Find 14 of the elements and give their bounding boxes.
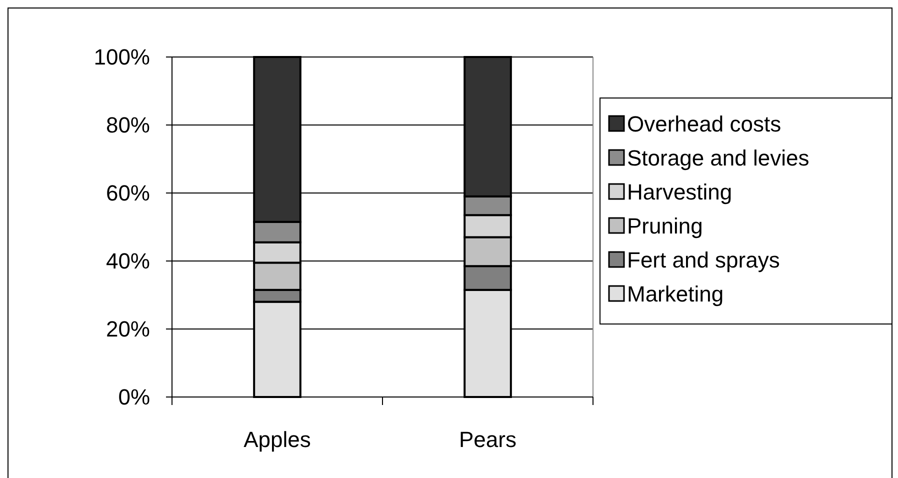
y-tick-label: 100% <box>94 44 150 70</box>
legend-label: Harvesting <box>627 180 732 205</box>
y-tick-label: 0% <box>118 384 150 410</box>
y-tick-label: 20% <box>106 316 150 342</box>
y-tick-label: 80% <box>106 112 150 138</box>
y-tick-label: 40% <box>106 248 150 274</box>
legend-label: Fert and sprays <box>627 248 780 273</box>
y-tick-label: 60% <box>106 180 150 206</box>
legend-label: Pruning <box>627 214 703 239</box>
x-tick-label: Apples <box>244 427 311 452</box>
legend-label: Marketing <box>627 282 724 307</box>
x-tick-label: Pears <box>459 427 516 452</box>
legend-label: Overhead costs <box>627 112 782 137</box>
legend-label: Storage and levies <box>627 146 810 171</box>
